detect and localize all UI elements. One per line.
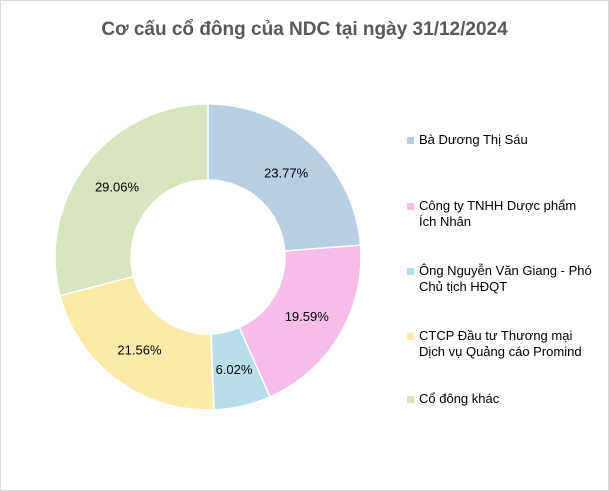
slice-cong-ty-tnhh-duoc-pham-ich-nhan: [238, 244, 362, 398]
data-label-ba-duong-thi-sau: 23.77%: [264, 166, 309, 181]
legend-item-cong-ty-tnhh-duoc-pham-ich-nhan: Công ty TNHH Dược phẩm Ích Nhân: [407, 198, 594, 230]
legend-swatch: [407, 333, 414, 340]
legend-swatch: [407, 137, 414, 144]
data-label-ong-nguyen-van-giang-pho-chu-tich-hdqt: 6.02%: [216, 362, 253, 377]
data-label-co-dong-khac: 29.06%: [95, 180, 140, 195]
chart-title: Cơ cấu cổ đông của NDC tại ngày 31/12/20…: [101, 19, 508, 40]
legend-label: Công ty TNHH Dược phẩm Ích Nhân: [419, 198, 577, 229]
legend-swatch: [407, 203, 414, 210]
data-label-ctcp-dau-tu-thuong-mai-dich-vu-quang-cao-promind: 21.56%: [117, 342, 162, 357]
legend-label: Ông Nguyễn Văn Giang - Phó Chủ tịch HĐQT: [419, 263, 592, 294]
legend-item-co-dong-khac: Cổ đông khác: [407, 391, 594, 407]
legend-swatch: [407, 396, 414, 403]
slice-ba-duong-thi-sau: [207, 103, 362, 252]
slice-co-dong-khac: [54, 103, 209, 297]
legend-item-ba-duong-thi-sau: Bà Dương Thị Sáu: [407, 132, 594, 148]
data-label-cong-ty-tnhh-duoc-pham-ich-nhan: 19.59%: [285, 309, 330, 324]
slice-ctcp-dau-tu-thuong-mai-dich-vu-quang-cao-promind: [59, 275, 215, 411]
legend-label: Cổ đông khác: [419, 391, 500, 406]
legend-item-ctcp-dau-tu-thuong-mai-dich-vu-quang-cao-promind: CTCP Đầu tư Thương mại Dịch vụ Quảng cáo…: [407, 328, 594, 360]
legend-label: Bà Dương Thị Sáu: [419, 132, 528, 147]
legend-swatch: [407, 268, 414, 275]
legend-label: CTCP Đầu tư Thương mại Dịch vụ Quảng cáo…: [419, 328, 582, 359]
legend-item-ong-nguyen-van-giang-pho-chu-tich-hdqt: Ông Nguyễn Văn Giang - Phó Chủ tịch HĐQT: [407, 263, 594, 295]
